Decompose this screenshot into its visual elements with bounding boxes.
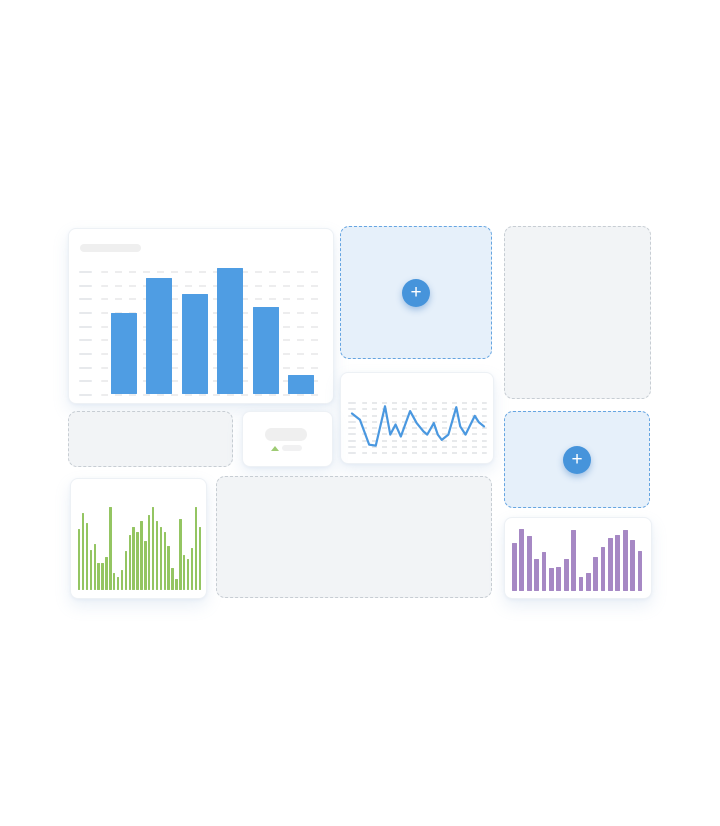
plus-icon: +	[571, 448, 583, 470]
empty-slot-tile-2[interactable]	[68, 411, 233, 467]
add-widget-tile-2[interactable]: +	[504, 411, 650, 508]
stat-widget-card[interactable]	[242, 411, 333, 467]
empty-slot-tile-1[interactable]	[504, 226, 651, 399]
plus-icon: +	[410, 281, 422, 303]
green-chart-widget-card[interactable]	[70, 478, 207, 599]
purple-chart-widget-card[interactable]	[504, 517, 652, 599]
chart-title-placeholder	[80, 244, 141, 252]
line-chart	[352, 401, 484, 449]
bar-chart	[111, 268, 315, 394]
stat-label-placeholder	[282, 445, 302, 451]
stat-trend-row	[271, 445, 302, 451]
add-widget-button-2[interactable]: +	[563, 445, 591, 474]
add-widget-tile-1[interactable]: +	[340, 226, 492, 359]
bar-chart-gridlines	[79, 271, 323, 396]
bar-chart-widget-card[interactable]	[68, 228, 334, 404]
line-chart-widget-card[interactable]	[340, 372, 494, 464]
add-widget-button-1[interactable]: +	[402, 278, 430, 307]
trend-up-icon	[271, 445, 279, 451]
stat-value-placeholder	[265, 428, 307, 441]
green-bar-chart	[78, 502, 202, 590]
empty-slot-tile-3[interactable]	[216, 476, 492, 598]
purple-bar-chart	[512, 529, 644, 591]
line-chart-gridlines	[348, 402, 487, 454]
